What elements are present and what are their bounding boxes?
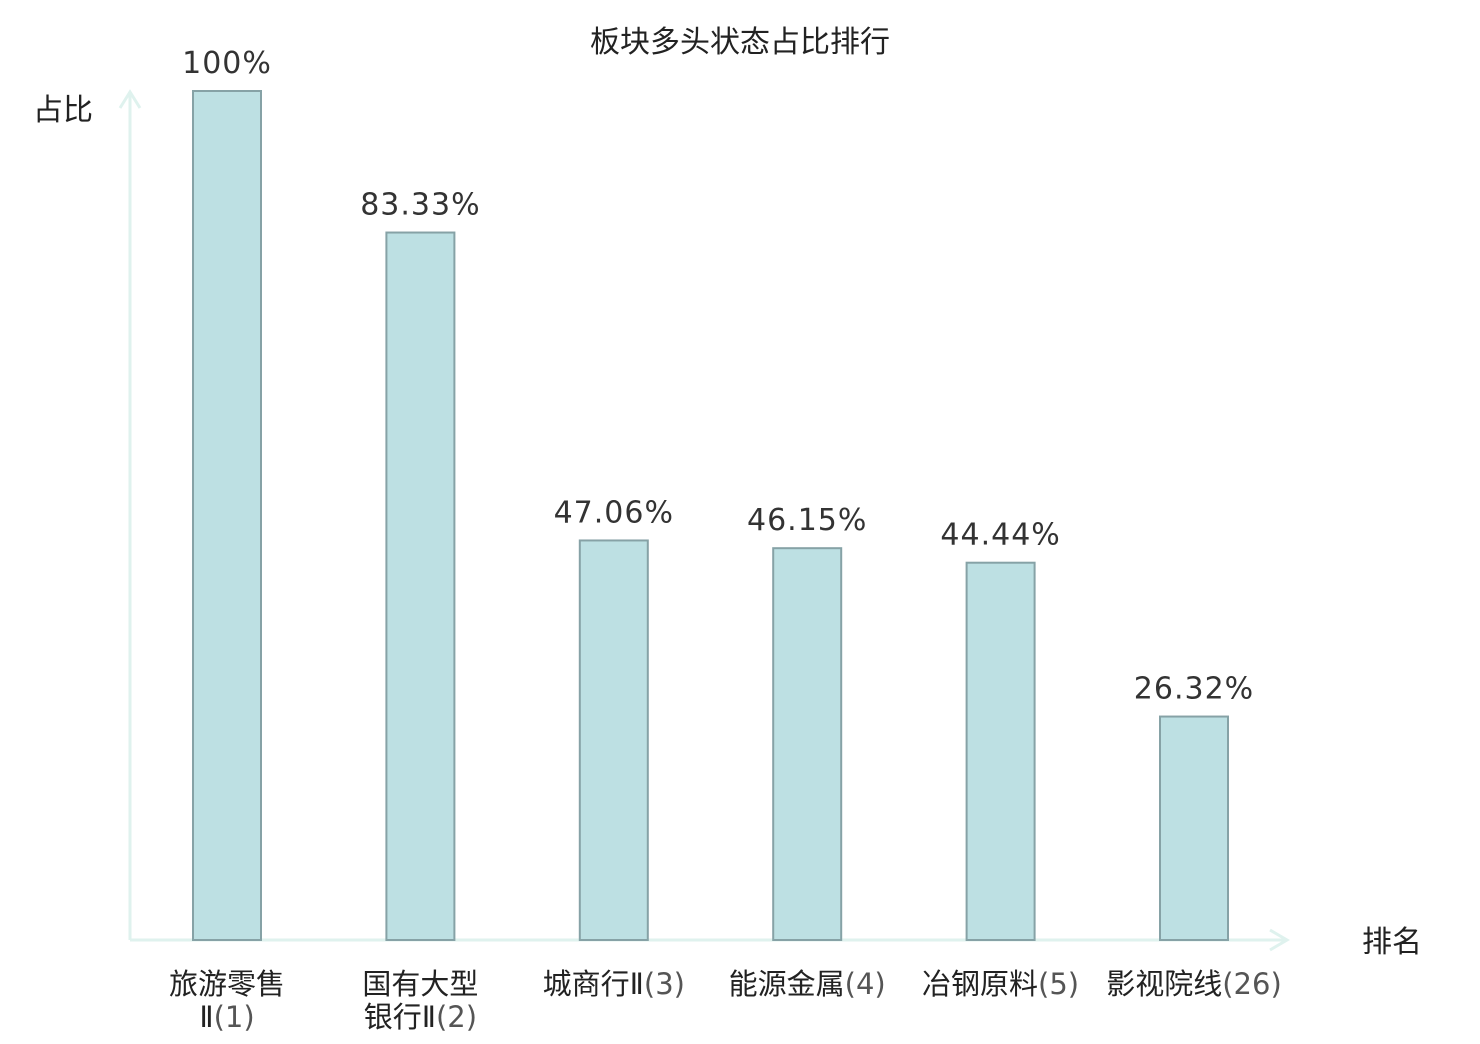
bar [965, 561, 1036, 941]
data-label: 100% [182, 46, 272, 81]
category-name: Ⅱ [199, 1000, 213, 1034]
category-name: 城商行Ⅱ [543, 967, 644, 1001]
x-axis: 排名 [130, 925, 1422, 960]
data-label: 83.33% [360, 188, 480, 223]
category-rank: (26) [1222, 967, 1282, 1001]
y-axis: 占比 [33, 89, 142, 940]
x-axis-arrow-icon [1269, 928, 1290, 952]
category-rank: (2) [436, 1000, 477, 1034]
y-axis-label: 占比 [33, 93, 93, 128]
chart-title: 板块多头状态占比排行 [590, 25, 890, 60]
category-name: 旅游零售 [169, 967, 285, 1001]
x-axis-label: 排名 [1362, 925, 1422, 960]
x-tick-label: 影视院线(26) [1106, 967, 1282, 1001]
category-rank: (3) [644, 967, 685, 1001]
data-label: 46.15% [747, 503, 867, 538]
category-name: 影视院线 [1106, 967, 1222, 1001]
data-label: 47.06% [554, 495, 674, 530]
category-labels-group: 旅游零售 Ⅱ(1) 国有大型银行Ⅱ(2) 城商行Ⅱ(3) 能源金属(4) 冶钢原料(5) 影… [169, 967, 1282, 1034]
bar [192, 90, 262, 941]
x-tick-label: 能源金属(4) [729, 967, 886, 1001]
bar [772, 547, 843, 942]
bar [578, 539, 649, 941]
bars-group [192, 90, 1229, 942]
category-rank: (4) [845, 967, 886, 1001]
category-name: 能源金属 [729, 967, 845, 1001]
bar [1159, 715, 1229, 942]
category-name: 银行Ⅱ [364, 1000, 436, 1034]
x-tick-label: 城商行Ⅱ(3) [543, 967, 685, 1001]
category-name: 国有大型 [362, 967, 478, 1001]
y-axis-arrow-icon [118, 89, 142, 109]
category-rank: (5) [1038, 967, 1079, 1001]
value-labels-group: 100% 83.33% 47.06% 46.15% 44.44% 26.32% [182, 46, 1254, 707]
bar [385, 231, 456, 941]
x-tick-label: 冶钢原料(5) [922, 967, 1079, 1001]
data-label: 26.32% [1134, 672, 1254, 707]
x-tick-label: 旅游零售 Ⅱ(1) [169, 967, 285, 1034]
x-tick-label: 国有大型银行Ⅱ(2) [362, 967, 478, 1034]
category-rank: (1) [214, 1000, 255, 1034]
category-name: 冶钢原料 [922, 967, 1038, 1001]
data-label: 44.44% [940, 518, 1060, 553]
